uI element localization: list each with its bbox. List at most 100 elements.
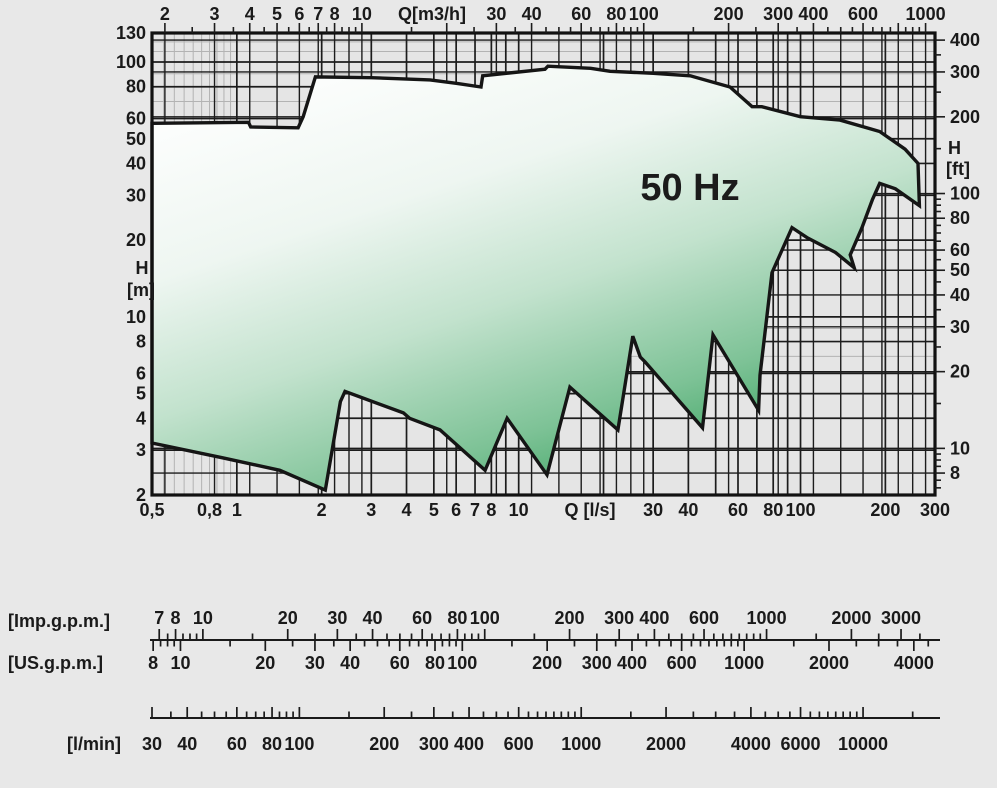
right-axis-tick-label: 40: [950, 285, 970, 305]
bottom-axis-tick-label: 10: [509, 500, 529, 520]
ruler-tick-label: 1000: [747, 608, 787, 628]
bottom-axis-tick-label: 0,5: [139, 500, 164, 520]
ruler-tick-label: 30: [142, 734, 162, 754]
ruler-tick-label: 2000: [646, 734, 686, 754]
ruler-tick-label: 100: [447, 653, 477, 673]
top-axis-tick-label: 4: [245, 4, 255, 24]
top-axis-tick-label: 60: [571, 4, 591, 24]
ruler-tick-label: 8: [148, 653, 158, 673]
right-axis-tick-label: 300: [950, 62, 980, 82]
left-axis-tick-label: 50: [126, 129, 146, 149]
ruler-tick-label: 60: [412, 608, 432, 628]
ruler-tick-label: 7: [154, 608, 164, 628]
ruler-tick-label: 80: [425, 653, 445, 673]
bottom-axis-tick-label: 1: [232, 500, 242, 520]
right-axis-tick-label: 60: [950, 240, 970, 260]
bottom-axis-tick-label: 300: [920, 500, 950, 520]
ruler-tick-label: 60: [227, 734, 247, 754]
left-axis-tick-label: 130: [116, 23, 146, 43]
top-axis-tick-label: 10: [352, 4, 372, 24]
top-axis-tick-label: 200: [714, 4, 744, 24]
top-axis-tick-label: 5: [272, 4, 282, 24]
ruler-tick-label: 100: [470, 608, 500, 628]
bottom-axis-unit: Q [l/s]: [564, 500, 615, 520]
top-axis-unit: Q[m3/h]: [398, 4, 466, 24]
left-axis-tick-label: 80: [126, 77, 146, 97]
bottom-axis-tick-label: 80: [763, 500, 783, 520]
left-axis-tick-label: 10: [126, 307, 146, 327]
ruler-tick-label: 3000: [881, 608, 921, 628]
left-axis-tick-label: 20: [126, 230, 146, 250]
ruler-tick-label: 4000: [731, 734, 771, 754]
ruler-tick-label: 200: [369, 734, 399, 754]
bottom-axis-tick-label: 2: [317, 500, 327, 520]
ruler-tick-label: 400: [454, 734, 484, 754]
top-axis-tick-label: 6: [294, 4, 304, 24]
top-axis-tick-label: 600: [848, 4, 878, 24]
ruler-tick-label: 10000: [838, 734, 888, 754]
top-axis-tick-label: 400: [798, 4, 828, 24]
right-axis-tick-label: 20: [950, 362, 970, 382]
ruler-tick-label: 40: [363, 608, 383, 628]
ruler-tick-label: 40: [177, 734, 197, 754]
ruler-tick-label: 200: [555, 608, 585, 628]
right-axis-tick-label: 30: [950, 317, 970, 337]
right-axis-unit-ft: [ft]: [946, 159, 970, 179]
ruler-tick-label: 300: [582, 653, 612, 673]
ruler-tick-label: 600: [689, 608, 719, 628]
right-axis-tick-label: 50: [950, 260, 970, 280]
top-axis-tick-label: 300: [763, 4, 793, 24]
ruler-tick-label: 20: [255, 653, 275, 673]
top-axis-tick-label: 2: [160, 4, 170, 24]
left-axis-tick-label: 100: [116, 52, 146, 72]
top-axis-tick-label: 8: [330, 4, 340, 24]
ruler-tick-label: 8: [171, 608, 181, 628]
ruler-tick-label: 4000: [894, 653, 934, 673]
ruler-tick-label: 10: [170, 653, 190, 673]
bottom-axis-tick-label: 5: [429, 500, 439, 520]
top-axis-tick-label: 40: [522, 4, 542, 24]
top-axis-tick-label: 30: [486, 4, 506, 24]
ruler-tick-label: 300: [604, 608, 634, 628]
right-axis-tick-label: 80: [950, 208, 970, 228]
ruler-tick-label: 30: [327, 608, 347, 628]
ruler-tick-label: 100: [284, 734, 314, 754]
top-axis-tick-label: 7: [313, 4, 323, 24]
right-axis-tick-label: 8: [950, 463, 960, 483]
ruler-tick-label: 400: [617, 653, 647, 673]
right-axis-tick-label: 10: [950, 438, 970, 458]
ruler-label-us-gpm: [US.g.p.m.]: [8, 653, 103, 673]
right-axis-tick-label: 200: [950, 107, 980, 127]
ruler-tick-label: 6000: [781, 734, 821, 754]
ruler-tick-label: 300: [419, 734, 449, 754]
left-axis-unit-m: [m]: [127, 280, 155, 300]
bottom-axis-tick-label: 4: [402, 500, 412, 520]
left-axis-unit-symbol: H: [136, 258, 149, 278]
left-axis-tick-label: 6: [136, 363, 146, 383]
chart-title: 50 Hz: [640, 167, 739, 209]
left-axis-tick-label: 5: [136, 384, 146, 404]
right-axis-tick-label: 100: [950, 184, 980, 204]
right-axis-unit-symbol: H: [948, 138, 961, 158]
bottom-axis-tick-label: 30: [643, 500, 663, 520]
axis-ticks: [164, 23, 945, 489]
right-axis-tick-label: 400: [950, 30, 980, 50]
ruler-tick-label: 60: [390, 653, 410, 673]
left-axis-tick-label: 3: [136, 440, 146, 460]
left-axis-tick-label: 4: [136, 408, 146, 428]
ruler-tick-label: 600: [504, 734, 534, 754]
bottom-axis-tick-label: 100: [786, 500, 816, 520]
bottom-axis-tick-label: 8: [486, 500, 496, 520]
ruler-tick-label: 2000: [831, 608, 871, 628]
ruler-tick-label: 30: [305, 653, 325, 673]
top-axis-tick-label: 1000: [906, 4, 946, 24]
ruler-tick-label: 200: [532, 653, 562, 673]
top-axis-tick-label: 3: [210, 4, 220, 24]
left-axis-tick-label: 2: [136, 485, 146, 505]
bottom-axis-tick-label: 40: [678, 500, 698, 520]
ruler-tick-label: 1000: [724, 653, 764, 673]
conversion-rulers: 7 8 10 20 30 40 60 80 100 200 300 400 600 1000 2000 300…: [142, 608, 940, 754]
ruler-label-imp-gpm: [Imp.g.p.m.]: [8, 611, 110, 631]
left-axis-tick-label: 40: [126, 153, 146, 173]
